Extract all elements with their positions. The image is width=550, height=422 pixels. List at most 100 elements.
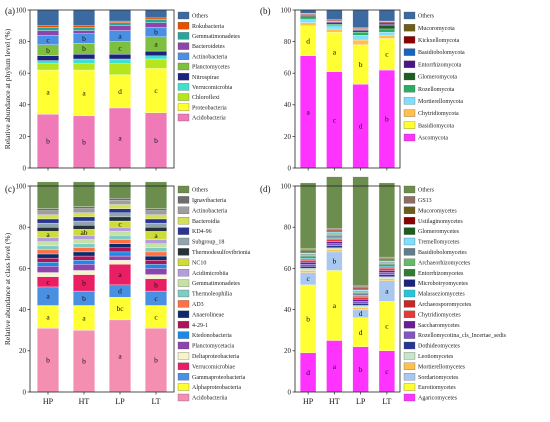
legend-entry: Deltaproteobacteria [192,354,240,360]
significance-label: b [46,137,50,146]
bar-segment [300,22,317,26]
legend: Others GS13 Mucoromycetes Ustilaginomycetes… [403,185,507,402]
y-tick-label: 0 [23,388,27,396]
bar-segment [352,289,369,292]
bar-segment [326,232,343,234]
bar-segment [109,63,131,75]
significance-label: d [118,287,122,296]
legend-swatch [403,24,416,32]
bar-segment [145,19,167,23]
bar-segment [326,235,343,237]
bar-segment [37,210,59,215]
legend-entry: Ustilaginomycetes [418,219,463,225]
legend-swatch [177,52,190,60]
bar-segment [37,218,59,224]
y-tick-label: 20 [284,133,292,141]
bar-segment [352,176,369,287]
bar-segment [109,20,131,23]
legend-entry: Basidiobolomycota [418,50,465,56]
y-tick-label: 0 [288,388,292,396]
bar-segment [109,260,131,265]
legend-entry: Anaerolineae [192,312,224,318]
legend-swatch [177,373,190,381]
x-tick-label: HT [79,397,90,406]
legend-entry: Alphaproteobacteria [192,385,241,391]
bar-segment [300,260,317,263]
bar-segment [326,241,343,244]
legend-swatch [403,310,416,318]
bar-segment [326,237,343,239]
bar-segment [37,227,59,232]
bar-segment [73,264,95,271]
significance-label: c [46,277,50,286]
bar-segment [378,268,395,271]
bar-segment [300,9,317,14]
bar-segment [326,28,343,33]
bar-segment [352,291,369,294]
bar-segment [352,301,369,304]
bar-segment [145,58,167,69]
significance-label: b [154,28,158,37]
legend: Others Rokubacteria Gemmatimonadetes Bacter… [177,11,241,122]
significance-label: c [385,322,389,331]
legend-swatch [177,93,190,101]
panel-label: (d) [260,184,271,194]
bar-segment [109,58,131,64]
plot-frame [29,9,175,169]
bar-segment [378,25,395,30]
legend-swatch [403,383,416,391]
bar-segment [326,229,343,231]
legend-entry: Rokubacteria [192,24,224,30]
y-tick-label: 60 [284,70,292,78]
bar-segment [326,239,343,242]
bar-segment [300,19,317,23]
bar-segment [378,35,395,39]
bar-segment [37,30,59,36]
legend-swatch [403,362,416,370]
legend-swatch [177,62,190,71]
bar-segment [352,299,369,302]
bar-segment [37,245,59,251]
significance-label: d [306,368,310,377]
bar-segment [378,28,395,33]
legend-swatch [177,73,190,81]
bar-segment [378,22,395,25]
bar-segment [378,9,395,22]
bar-segment [37,214,59,220]
legend-entry: Mortierellomycota [418,99,463,105]
legend-entry: Chloroflexi [192,94,220,101]
bar-segment [378,266,395,268]
bar-segment [73,212,95,218]
significance-label: c [385,50,389,59]
legend-swatch [177,185,190,194]
bar-segment [37,253,59,259]
legend-entry: Bacteroidetes [192,44,225,50]
significance-label: b [82,357,86,366]
legend-entry: Archaeorhizomycetes [418,260,471,266]
bar-segment [145,50,167,56]
legend-entry: Basidiomycota [418,123,454,129]
y-tick-label: 100 [281,6,292,14]
legend-swatch [177,248,190,256]
legend-swatch [177,310,190,318]
significance-label: a [46,312,50,321]
bar-segment [109,9,131,22]
y-tick-label: 100 [16,182,27,190]
bar-segment [300,264,317,267]
significance-label: c [118,220,122,229]
bar-segment [145,218,167,224]
bar-segment [109,243,131,248]
y-tick-label: 20 [284,347,292,355]
bar-segment [378,24,395,26]
bar-segment [300,253,317,256]
bar-segment [73,27,95,31]
significance-label: a [82,88,86,97]
legend-swatch [403,352,416,360]
legend-swatch [177,300,190,308]
legend-entry: NC10 [192,260,206,266]
y-tick-label: 80 [284,38,292,46]
bar-segment [300,268,317,271]
x-tick-label: HT [329,397,340,406]
